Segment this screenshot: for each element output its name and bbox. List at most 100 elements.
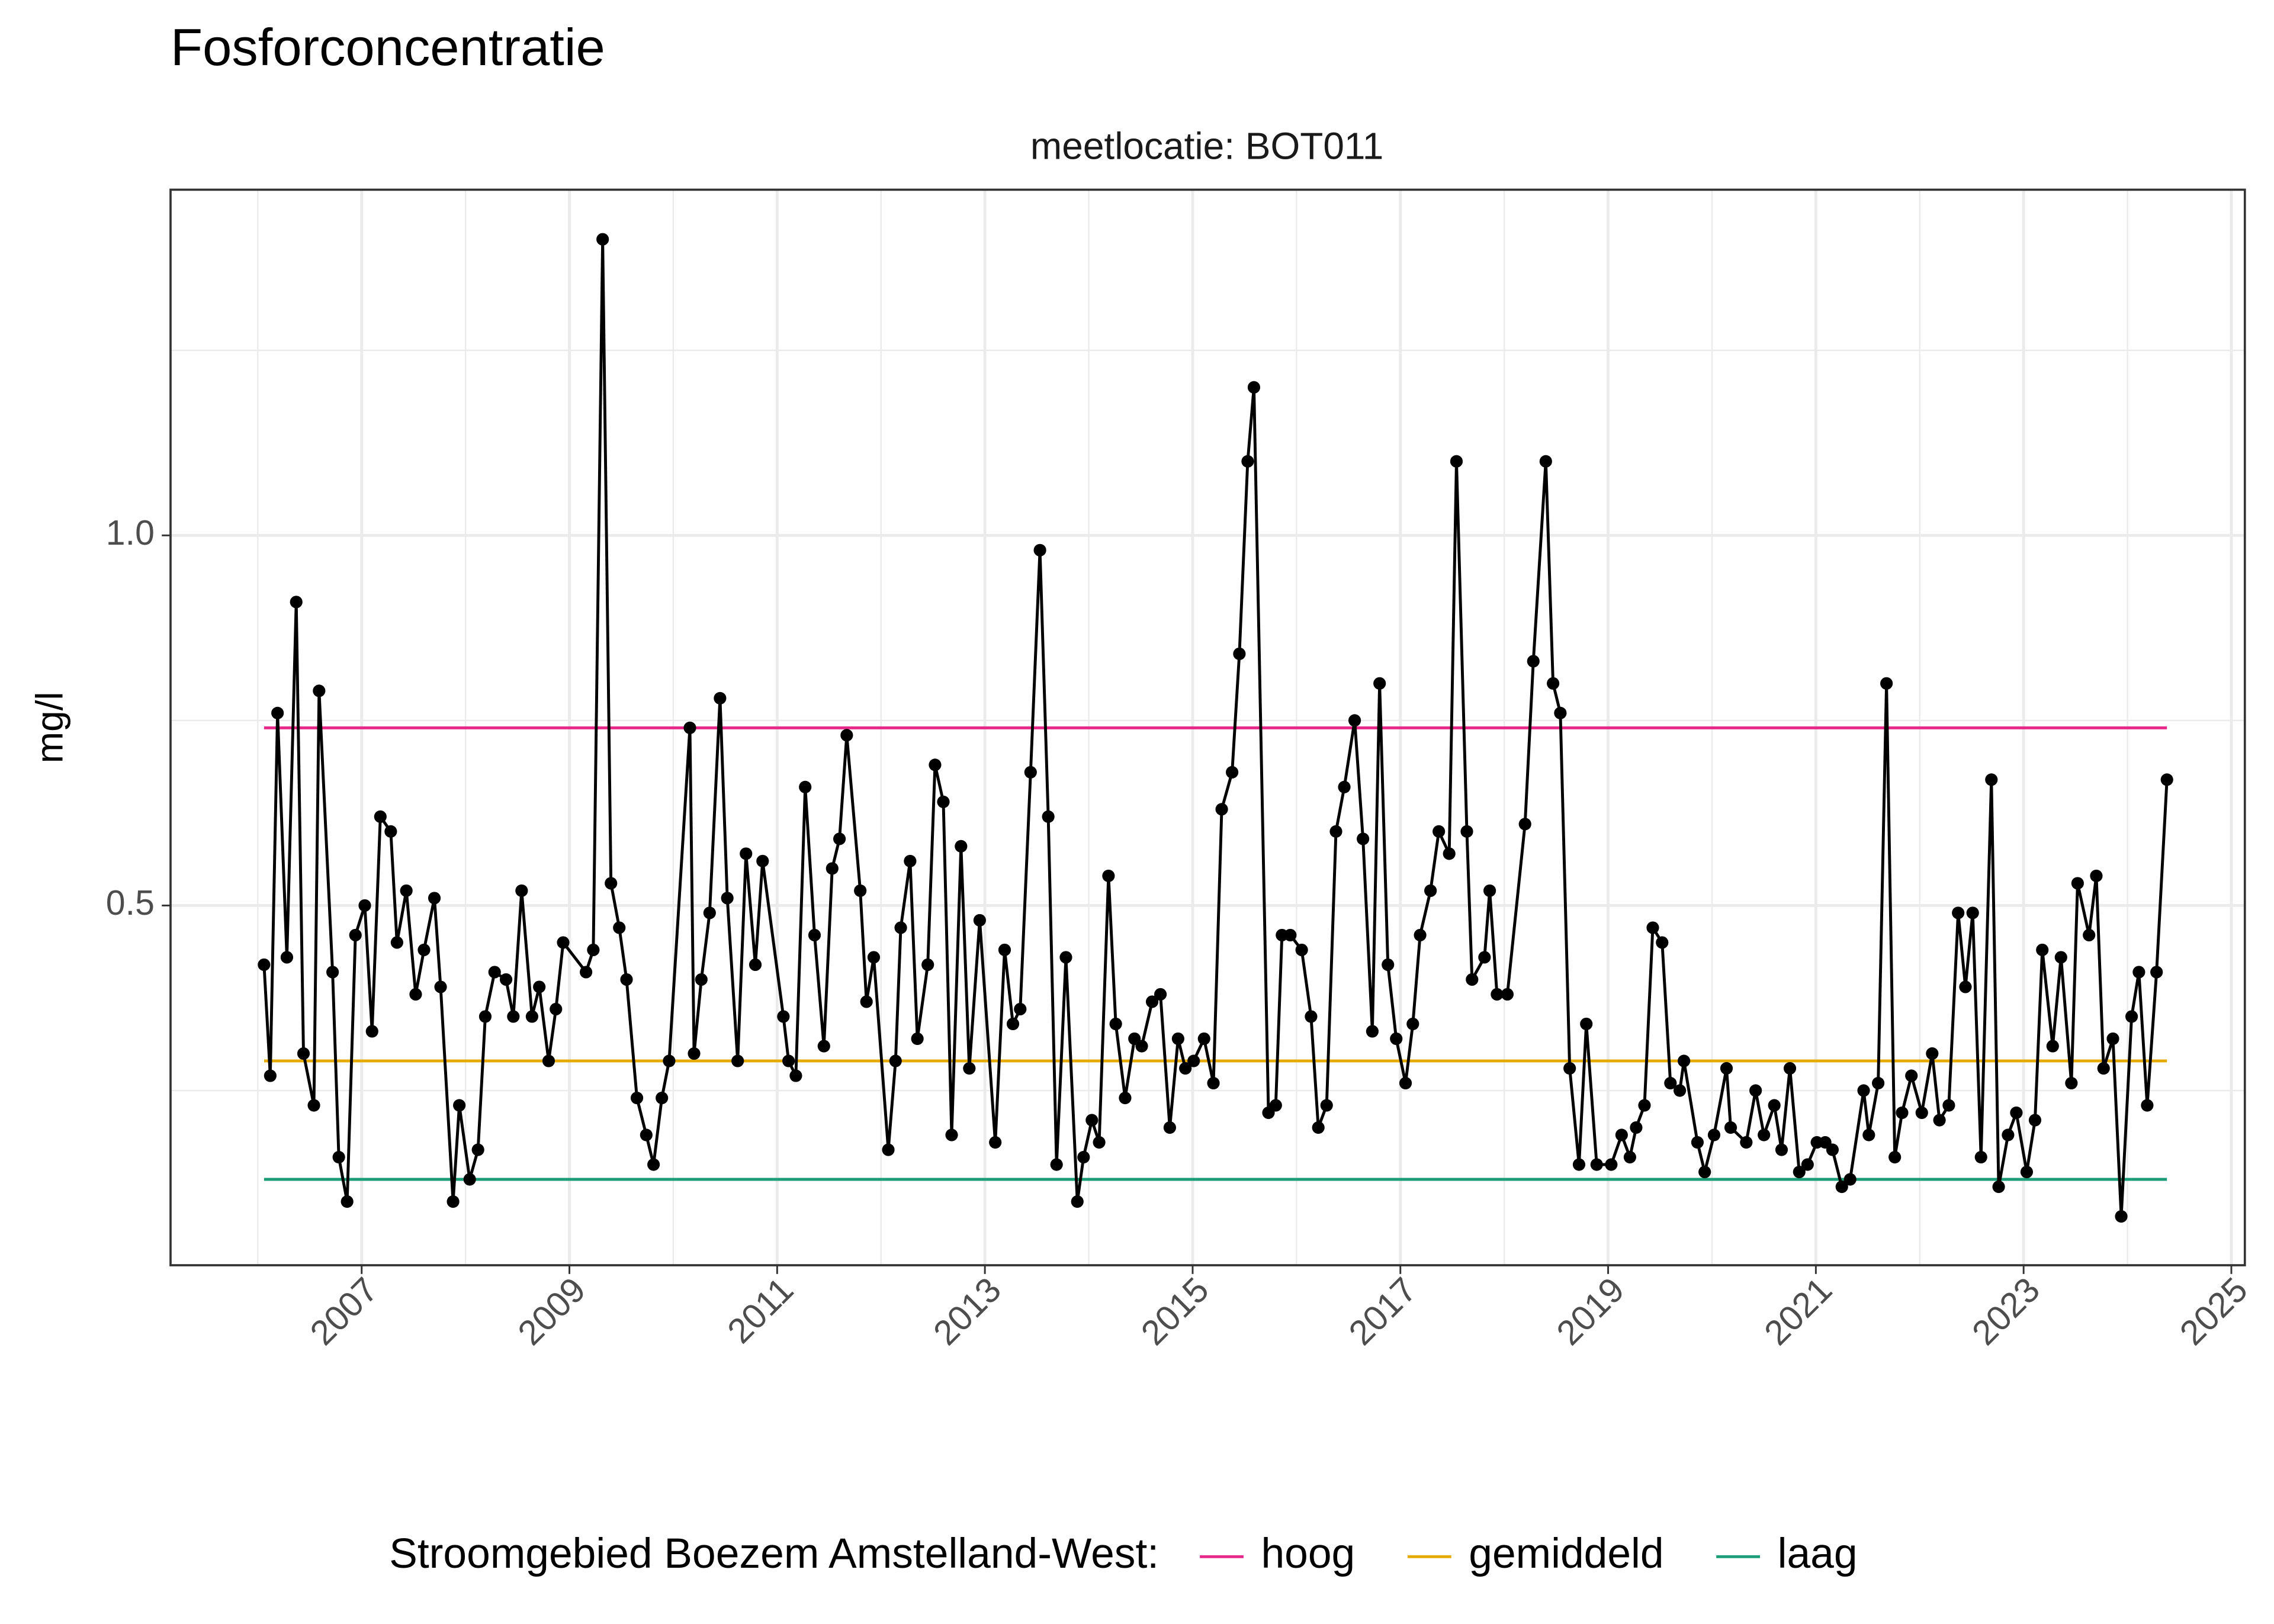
data-point [1749,1084,1762,1097]
data-point [749,958,762,972]
data-point [808,928,821,942]
data-point [963,1062,976,1075]
data-point [1862,1128,1875,1141]
data-point [840,729,853,742]
data-point [867,951,881,964]
data-point [1740,1136,1753,1149]
data-point [557,936,570,949]
data-point [688,1047,701,1060]
data-point [1793,1165,1806,1179]
data-point [2065,1076,2078,1090]
data-point [1933,1114,1946,1127]
data-point [1366,1025,1379,1038]
data-point [860,995,873,1008]
data-point [656,1091,669,1105]
data-point [1478,951,1491,964]
y-tick-label: 0.5 [106,883,155,922]
data-point [2106,1032,2119,1046]
data-line [262,239,2169,1217]
data-point [695,973,708,986]
data-point [1357,832,1370,845]
data-point [1433,825,1446,838]
data-point [2002,1128,2015,1141]
data-point [1646,921,1659,934]
data-point [1154,988,1167,1001]
data-point [2028,1114,2042,1127]
x-tick-label: 2017 [1341,1270,1424,1353]
data-point [998,943,1011,957]
data-point [1424,884,1437,897]
data-point [833,832,846,845]
data-point [1295,943,1308,957]
x-tick-label: 2009 [510,1270,593,1353]
x-tick-label: 2007 [303,1270,386,1353]
data-point [471,1143,484,1156]
data-point [1491,988,1504,1001]
data-point [1399,1076,1412,1090]
data-point [332,1150,345,1164]
data-point [463,1173,476,1186]
data-point [1077,1150,1090,1164]
data-point [1109,1017,1122,1031]
data-point [280,951,294,964]
data-point [326,966,339,979]
data-point [1547,677,1560,690]
data-point [1590,1158,1603,1171]
data-point [1952,906,1965,919]
data-point [1605,1158,1618,1171]
data-point [1171,1032,1184,1046]
legend-label: hoog [1261,1530,1355,1577]
data-point [1630,1121,1643,1134]
data-point [374,810,387,823]
data-point [929,758,942,771]
data-point [1338,780,1351,793]
data-point [1024,766,1037,779]
data-point [365,1025,378,1038]
data-point [989,1136,1002,1149]
data-point [1033,544,1046,557]
data-point [1580,1017,1593,1031]
data-point [1783,1062,1797,1075]
data-point [1406,1017,1419,1031]
data-point [894,921,907,934]
data-point [1241,455,1254,468]
data-point [731,1054,744,1067]
x-tick-label: 2011 [720,1270,801,1350]
data-point [2115,1210,2128,1223]
data-point [1197,1032,1210,1046]
data-point [1059,951,1072,964]
legend-title: Stroomgebied Boezem Amstelland-West: [389,1530,1159,1577]
data-point [663,1054,676,1067]
data-point [1312,1121,1325,1134]
data-point [428,892,441,905]
data-point [478,1010,492,1023]
data-point [1518,818,1531,831]
data-point [714,692,727,705]
data-point [1382,958,1395,972]
data-point [904,854,917,867]
data-point [1835,1180,1848,1194]
data-point [1615,1128,1628,1141]
legend-label: laag [1778,1530,1858,1577]
data-point [341,1195,354,1208]
data-point [596,233,609,246]
data-point [2071,877,2084,890]
data-point [1826,1143,1839,1156]
legend-label: gemiddeld [1469,1530,1663,1577]
data-point [1926,1047,1939,1060]
data-point [1414,928,1427,942]
data-point [349,928,362,942]
data-point [854,884,867,897]
panel-border [169,188,2246,1266]
data-point [1691,1136,1704,1149]
data-point [1187,1054,1200,1067]
data-point [1974,1150,1987,1164]
data-point [499,973,513,986]
data-point [921,958,934,972]
y-axis-label: mg/l [28,692,71,763]
data-point [1985,773,1998,786]
data-point [258,958,271,972]
data-point [1269,1099,1282,1112]
data-point [740,847,753,860]
